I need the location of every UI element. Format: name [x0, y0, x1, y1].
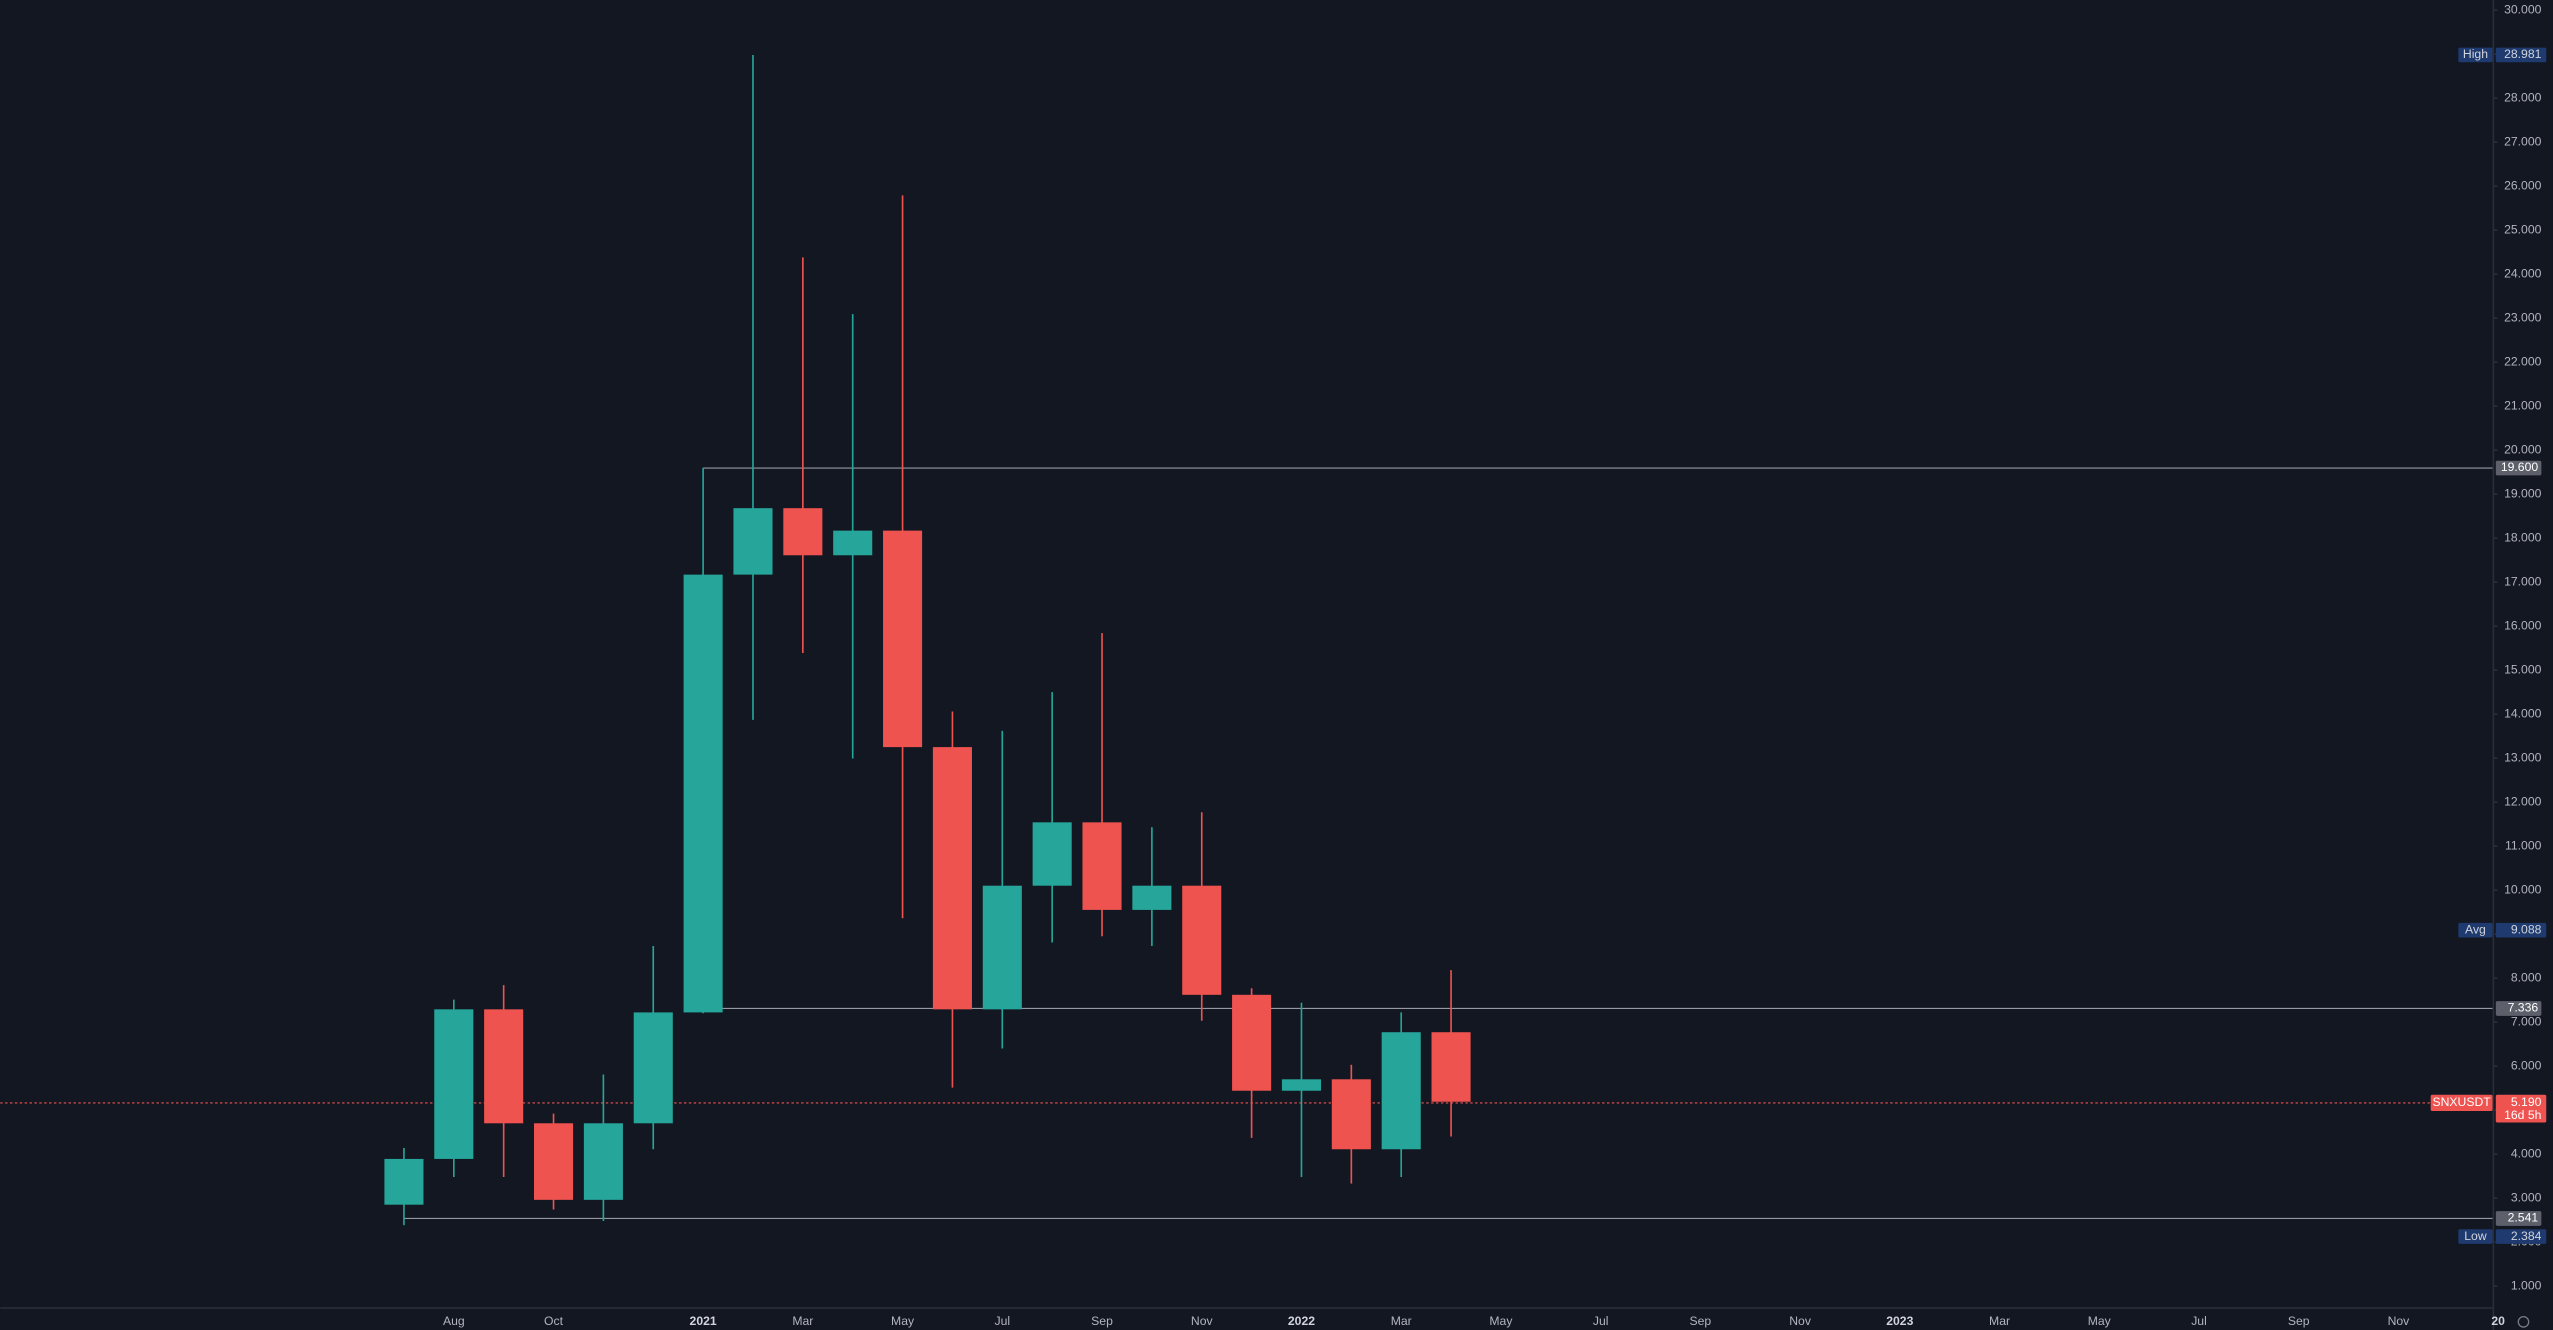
- y-tick-label: 19.000: [2504, 486, 2541, 500]
- x-tick-label: 2021: [690, 1314, 717, 1328]
- badge-value: 9.088: [2511, 922, 2542, 936]
- y-tick-label: 15.000: [2504, 662, 2541, 676]
- x-tick-label: 2023: [1886, 1314, 1913, 1328]
- candle-body: [733, 508, 773, 575]
- x-tick-label: Mar: [1989, 1314, 2010, 1328]
- y-tick-label: 30.000: [2504, 2, 2541, 16]
- time-scale: Aug Oct 2021 Mar May Jul Sep Nov 2022 Mar May Jul Se…: [0, 1307, 2505, 1328]
- level-badge: [2495, 1211, 2542, 1226]
- badge-value-box: [2495, 47, 2547, 63]
- last-price-label: 5.190: [2511, 1095, 2542, 1109]
- candle-body: [484, 1009, 524, 1124]
- y-tick-label: 27.000: [2504, 134, 2541, 148]
- badge-value: 28.981: [2504, 47, 2541, 61]
- x-tick-label: Sep: [1690, 1314, 1712, 1328]
- x-tick-label: Jul: [1593, 1314, 1609, 1328]
- candle-body: [1281, 1079, 1322, 1091]
- candle-body: [1431, 1032, 1471, 1102]
- last-price-box: [2495, 1094, 2547, 1123]
- y-tick-label: 6.000: [2511, 1058, 2542, 1072]
- candle-body: [1132, 885, 1172, 910]
- y-tick-label: 10.000: [2504, 882, 2541, 896]
- candle-body: [833, 530, 873, 556]
- x-tick-label: May: [1489, 1314, 1513, 1328]
- price-labels: 19.600 7.336 2.541 High 28.981 Avg 9.088 Low 2.3…: [2430, 47, 2547, 1244]
- x-tick-label: 20: [2491, 1314, 2505, 1328]
- level-label: 2.541: [2508, 1211, 2539, 1225]
- candle-body: [633, 1012, 673, 1124]
- candle-body: [384, 1158, 424, 1205]
- y-tick-label: 13.000: [2504, 750, 2541, 764]
- y-tick-label: 8.000: [2511, 970, 2542, 984]
- candle-body: [982, 885, 1022, 1010]
- candle-body: [932, 747, 972, 1010]
- candle-body: [883, 530, 923, 748]
- candle-body: [533, 1123, 574, 1200]
- x-tick-label: Jul: [2191, 1314, 2207, 1328]
- candle-body: [434, 1009, 474, 1159]
- x-tick-label: Sep: [1091, 1314, 1113, 1328]
- y-tick-label: 20.000: [2504, 442, 2541, 456]
- candle-body: [1182, 885, 1222, 995]
- y-tick-label: 4.000: [2511, 1146, 2542, 1160]
- y-tick-label: 7.000: [2511, 1014, 2542, 1028]
- y-tick-label: 11.000: [2505, 838, 2542, 852]
- y-tick-label: 17.000: [2504, 574, 2541, 588]
- candle-body: [1331, 1079, 1371, 1150]
- candle-body: [1232, 994, 1272, 1091]
- y-tick-label: 21.000: [2504, 398, 2541, 412]
- badge-value-box: [2495, 1229, 2547, 1244]
- countdown-label: 16d 5h: [2504, 1108, 2541, 1122]
- badge-value: 2.384: [2511, 1229, 2542, 1243]
- x-tick-label: Sep: [2288, 1314, 2310, 1328]
- y-tick-label: 28.000: [2504, 90, 2541, 104]
- y-tick-label: 23.000: [2504, 310, 2541, 324]
- badge-tag-box: [2458, 47, 2493, 63]
- badge-tag: Low: [2464, 1229, 2487, 1243]
- x-tick-label: May: [891, 1314, 915, 1328]
- plot-area: [0, 54, 2493, 1226]
- candle-body: [1082, 822, 1122, 910]
- candle-body: [683, 574, 723, 1013]
- y-tick-label: 12.000: [2504, 794, 2541, 808]
- badge-value-box: [2495, 922, 2547, 938]
- level-label: 7.336: [2508, 1001, 2539, 1015]
- x-tick-label: Oct: [544, 1314, 564, 1328]
- x-tick-label: Aug: [443, 1314, 465, 1328]
- y-tick-label: 22.000: [2504, 354, 2541, 368]
- level-label: 19.600: [2501, 460, 2538, 474]
- y-tick-label: 14.000: [2504, 706, 2541, 720]
- badge-tag-box: [2458, 1229, 2493, 1244]
- y-tick-label: 3.000: [2511, 1190, 2542, 1204]
- settings-icon[interactable]: [2517, 1315, 2530, 1328]
- y-tick-label: 1.000: [2511, 1278, 2542, 1292]
- candle-body: [783, 508, 823, 556]
- y-tick-label: 16.000: [2504, 618, 2541, 632]
- y-tick-label: 24.000: [2504, 266, 2541, 280]
- y-tick-label: 26.000: [2504, 178, 2541, 192]
- symbol-label: SNXUSDT: [2432, 1095, 2491, 1109]
- x-tick-label: Mar: [1391, 1314, 1412, 1328]
- y-tick-label: 25.000: [2504, 222, 2541, 236]
- x-tick-label: Jul: [994, 1314, 1010, 1328]
- x-tick-label: 2022: [1288, 1314, 1315, 1328]
- candle-body: [583, 1123, 623, 1200]
- x-tick-label: Nov: [1191, 1314, 1214, 1328]
- level-badge: [2495, 460, 2542, 476]
- symbol-box: [2430, 1094, 2493, 1112]
- candle-body: [1381, 1032, 1421, 1150]
- x-tick-label: Nov: [1789, 1314, 1812, 1328]
- badge-tag-box: [2458, 922, 2493, 938]
- x-tick-label: May: [2088, 1314, 2112, 1328]
- x-tick-label: Nov: [2388, 1314, 2411, 1328]
- badge-tag: Avg: [2465, 922, 2486, 936]
- y-tick-label: 18.000: [2504, 530, 2541, 544]
- x-tick-label: Mar: [792, 1314, 813, 1328]
- level-badge: [2495, 1001, 2542, 1016]
- badge-tag: High: [2463, 47, 2488, 61]
- candle-body: [1032, 822, 1072, 886]
